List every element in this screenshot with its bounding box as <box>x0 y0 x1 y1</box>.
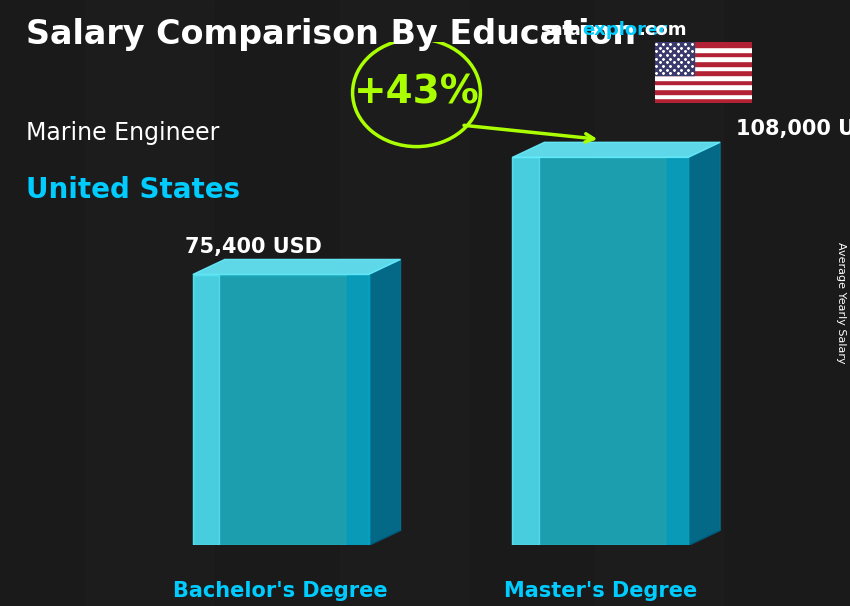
Text: Average Yearly Salary: Average Yearly Salary <box>836 242 846 364</box>
Polygon shape <box>513 158 539 545</box>
Text: 75,400 USD: 75,400 USD <box>184 236 321 256</box>
Bar <box>654 75 752 80</box>
Bar <box>654 70 752 75</box>
Bar <box>654 52 752 56</box>
Polygon shape <box>348 275 369 545</box>
Polygon shape <box>688 142 720 545</box>
Bar <box>654 42 752 47</box>
Polygon shape <box>369 530 400 545</box>
Text: 108,000 USD: 108,000 USD <box>736 119 850 139</box>
Text: +43%: +43% <box>354 74 479 112</box>
Text: Master's Degree: Master's Degree <box>504 581 697 601</box>
Bar <box>654 56 752 61</box>
Polygon shape <box>193 275 219 545</box>
Polygon shape <box>513 142 720 158</box>
Bar <box>654 42 694 75</box>
Polygon shape <box>193 275 369 545</box>
Bar <box>654 94 752 98</box>
Polygon shape <box>688 530 720 545</box>
Bar <box>654 80 752 84</box>
Text: salary: salary <box>540 21 601 39</box>
Bar <box>654 47 752 52</box>
Bar <box>654 84 752 89</box>
Text: Marine Engineer: Marine Engineer <box>26 121 218 145</box>
Bar <box>654 89 752 94</box>
Text: United States: United States <box>26 176 240 204</box>
Polygon shape <box>513 158 688 545</box>
Bar <box>654 98 752 103</box>
Polygon shape <box>193 259 400 275</box>
Polygon shape <box>369 259 400 545</box>
Text: Salary Comparison By Education: Salary Comparison By Education <box>26 18 636 51</box>
Bar <box>654 61 752 65</box>
Text: Bachelor's Degree: Bachelor's Degree <box>173 581 388 601</box>
Bar <box>654 65 752 70</box>
Text: explorer: explorer <box>582 21 667 39</box>
Text: .com: .com <box>638 21 687 39</box>
Polygon shape <box>667 158 688 545</box>
